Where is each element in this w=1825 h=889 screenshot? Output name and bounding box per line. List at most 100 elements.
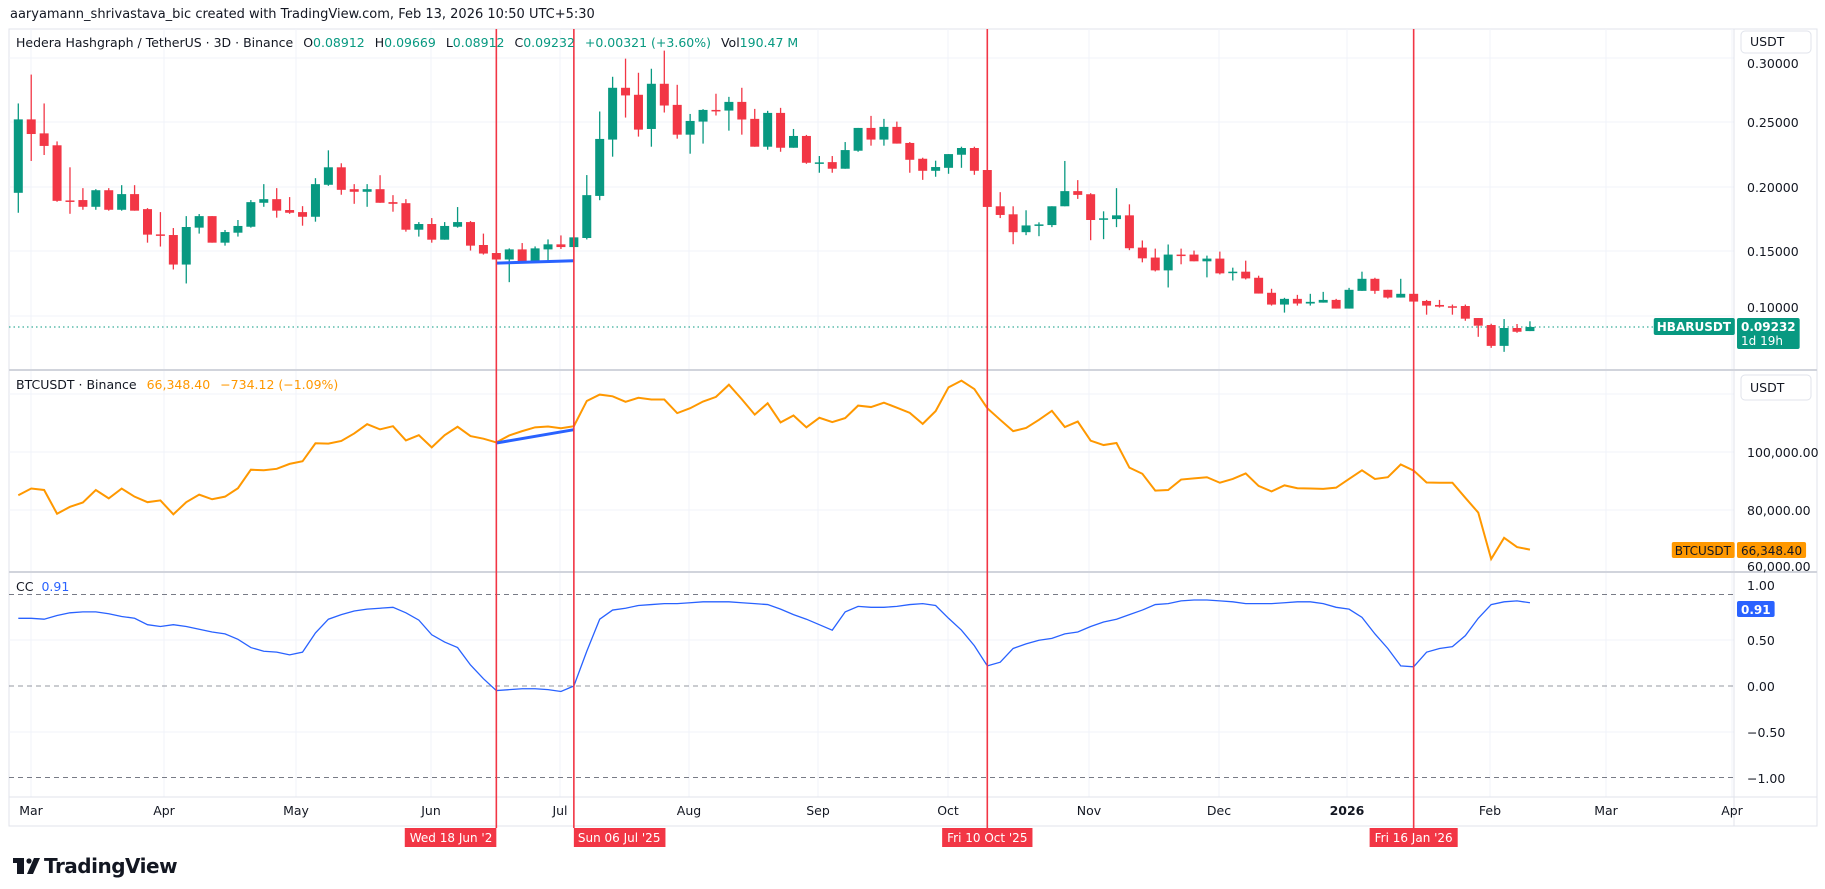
candle	[504, 248, 514, 283]
candle	[685, 113, 695, 154]
candle	[65, 167, 75, 214]
candle-body	[375, 189, 385, 203]
candle	[711, 93, 721, 116]
candle-body	[776, 112, 786, 148]
candle-body	[466, 222, 475, 246]
candle	[1112, 188, 1121, 228]
time-marker-text: Fri 16 Jan '26	[1375, 831, 1453, 845]
candle	[1279, 297, 1289, 313]
candle-body	[1318, 299, 1328, 303]
price-axis-main[interactable]: 0.30000 0.25000 0.20000 0.15000 0.10000	[1747, 56, 1799, 315]
candle	[117, 185, 127, 211]
candle-body	[969, 148, 979, 171]
candle	[427, 218, 437, 243]
candle	[155, 212, 165, 247]
btc-change-value: −734.12 (−1.09%)	[220, 377, 338, 392]
candle-body	[336, 167, 346, 190]
candle-body	[181, 226, 191, 265]
candle-body	[91, 190, 101, 207]
time-marker-label: Sun 06 Jul '25	[573, 828, 666, 847]
logo-text: TradingView	[44, 854, 177, 878]
candle-body	[504, 249, 514, 260]
tag-value: 0.09232	[1741, 320, 1796, 334]
candle-body	[1086, 194, 1096, 221]
candle-body	[840, 150, 850, 169]
candle-body	[1292, 298, 1302, 304]
candle-body	[1215, 258, 1225, 274]
candle	[323, 150, 333, 186]
candle	[1460, 304, 1470, 321]
candle	[1150, 248, 1160, 272]
candle-body	[1370, 278, 1380, 291]
candle	[737, 87, 747, 135]
cc-value-tag: 0.91	[1737, 601, 1775, 617]
candle-body	[104, 190, 114, 210]
candle-body	[1021, 225, 1031, 233]
candle-body	[362, 189, 372, 192]
candle	[1254, 275, 1264, 294]
candle-body	[1150, 257, 1160, 271]
candle	[168, 228, 178, 270]
axis-label: −1.00	[1747, 771, 1785, 786]
btc-symbol-description: BTCUSDT · Binance	[16, 377, 137, 392]
time-marker-label: Fri 16 Jan '26	[1369, 828, 1458, 847]
candle-body	[750, 118, 760, 147]
trendline-btc[interactable]	[496, 428, 575, 445]
candle	[530, 246, 540, 263]
candle-body	[543, 244, 553, 250]
candle-body	[827, 162, 837, 169]
candle	[1525, 321, 1535, 332]
candle	[1176, 248, 1186, 265]
cc-value: 0.91	[41, 579, 69, 594]
axis-label: 0.50	[1747, 633, 1775, 648]
candle-body	[168, 235, 178, 265]
currency-button-btc[interactable]: USDT	[1740, 374, 1812, 401]
time-marker-label: Fri 10 Oct '25	[942, 828, 1033, 847]
time-marker-text: Wed 18 Jun '2	[410, 831, 493, 845]
price-axis-cc[interactable]: 1.00 0.50 0.00 −0.50 −1.00	[1747, 578, 1785, 786]
time-axis-label: Dec	[1207, 803, 1231, 818]
candle-body	[646, 83, 656, 129]
candle-body	[995, 206, 1005, 215]
candle-body	[530, 248, 540, 262]
candle-body	[453, 222, 463, 227]
vertical-lines[interactable]	[495, 29, 1415, 828]
tag-value: 66,348.40	[1741, 544, 1802, 558]
candle-body	[1396, 293, 1406, 298]
tag-symbol: HBARUSDT	[1657, 320, 1732, 334]
candle-body	[285, 210, 295, 213]
price-axis-btc[interactable]: 100,000.00 80,000.00 60,000.00	[1747, 445, 1819, 574]
time-axis-label: Oct	[937, 803, 959, 818]
candle	[285, 197, 295, 214]
tradingview-logo[interactable]: TradingView	[13, 854, 178, 878]
candle-body	[194, 216, 204, 228]
currency-button-main[interactable]: USDT	[1740, 30, 1812, 54]
axis-label: 80,000.00	[1747, 503, 1811, 518]
candle-body	[621, 87, 631, 96]
time-marker-text: Sun 06 Jul '25	[578, 831, 661, 845]
candle	[1447, 304, 1457, 315]
candle	[1163, 244, 1173, 288]
time-axis-label: Jun	[420, 803, 441, 818]
candle	[556, 235, 566, 250]
currency-label: USDT	[1750, 34, 1785, 49]
open-value: 0.08912	[313, 35, 365, 50]
candle-body	[1189, 254, 1199, 262]
candle-body	[298, 212, 308, 217]
volume-value: 190.47 M	[740, 35, 799, 50]
candle-body	[892, 126, 902, 144]
candle-body	[233, 225, 243, 233]
trendline-hbar[interactable]	[496, 259, 574, 265]
candle-body	[310, 184, 320, 217]
candle	[918, 157, 928, 180]
time-axis[interactable]: Mar Apr May Jun Jul Aug Sep Oct Nov Dec 2026 Feb Mar…	[19, 803, 1743, 818]
candle	[1370, 277, 1380, 294]
candle	[143, 208, 152, 243]
currency-label: USDT	[1750, 380, 1785, 395]
candle	[39, 103, 49, 155]
candle-body	[659, 83, 669, 106]
btc-price-tag: BTCUSDT 66,348.40	[1671, 542, 1807, 558]
candle	[1292, 294, 1302, 306]
candle-body	[1486, 325, 1496, 346]
